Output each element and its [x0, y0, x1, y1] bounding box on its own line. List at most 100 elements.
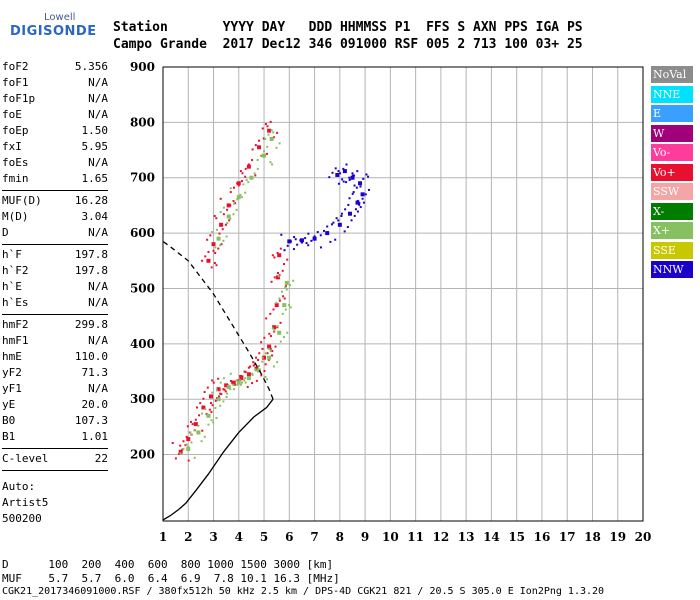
- echo-dot: [276, 131, 279, 134]
- echo-dot: [304, 237, 307, 240]
- data-point: [236, 195, 241, 200]
- param-label: foF1: [2, 76, 29, 89]
- data-point: [287, 239, 292, 244]
- data-point: [335, 172, 340, 177]
- digisonde-logo: Lowell DIGISONDE: [4, 4, 104, 44]
- echo-dot: [307, 232, 310, 235]
- echo-dot: [350, 219, 353, 222]
- echo-dot: [364, 193, 367, 196]
- param-value: 3.04: [81, 210, 109, 223]
- echo-dot: [323, 229, 326, 232]
- data-point: [201, 405, 206, 410]
- echo-dot: [239, 193, 242, 196]
- echo-dot: [251, 372, 254, 375]
- echo-dot: [236, 383, 239, 386]
- echo-dot: [217, 247, 220, 250]
- param-value: N/A: [88, 76, 108, 89]
- echo-dot: [353, 174, 356, 177]
- legend-item-vo: Vo+: [651, 163, 693, 181]
- echo-dot: [276, 252, 279, 255]
- echo-dot: [266, 352, 269, 355]
- echo-dot: [361, 197, 364, 200]
- echo-dot: [264, 363, 267, 366]
- param-value: 197.8: [74, 264, 108, 277]
- data-point: [236, 181, 241, 186]
- echo-dot: [254, 369, 257, 372]
- param-value: N/A: [88, 226, 108, 239]
- echo-dot: [242, 183, 245, 186]
- param-label: hmF2: [2, 318, 29, 331]
- param-label: fmin: [2, 172, 29, 185]
- echo-dot: [197, 424, 200, 427]
- echo-dot: [179, 452, 182, 455]
- y-tick-label: 700: [130, 171, 155, 185]
- x-tick-label: 13: [458, 530, 475, 544]
- echo-dot: [240, 374, 243, 377]
- param-hes: h`Es N/A: [2, 296, 108, 312]
- param-label: yF2: [2, 366, 22, 379]
- series-5: [162, 240, 274, 521]
- echo-dot: [331, 223, 334, 226]
- data-point: [246, 372, 251, 377]
- echo-dot: [236, 198, 239, 201]
- echo-dot: [280, 233, 283, 236]
- echo-dot: [233, 383, 236, 386]
- data-point: [206, 258, 211, 263]
- param-ye: yE 20.0: [2, 398, 108, 414]
- echo-dot: [251, 148, 254, 151]
- echo-dot: [300, 241, 303, 244]
- echo-dot: [250, 176, 253, 179]
- echo-dot: [213, 261, 216, 264]
- param-label: fxI: [2, 140, 22, 153]
- data-point: [246, 164, 251, 169]
- echo-dot: [184, 444, 187, 447]
- y-tick-label: 400: [130, 337, 155, 351]
- echo-dot: [210, 419, 213, 422]
- param-fof1p: foF1p N/A: [2, 92, 108, 108]
- echo-dot: [342, 167, 345, 170]
- echo-dot: [266, 145, 269, 148]
- echo-dot: [226, 222, 229, 225]
- echo-dot: [187, 459, 190, 462]
- data-point: [267, 128, 272, 133]
- echo-dot: [284, 308, 287, 311]
- echo-dot: [229, 191, 232, 194]
- data-point: [272, 325, 277, 330]
- echo-dot: [220, 243, 223, 246]
- echo-dot: [344, 208, 347, 211]
- echo-dot: [278, 297, 281, 300]
- echo-dot: [286, 331, 289, 334]
- echo-dot: [352, 191, 355, 194]
- echo-dot: [235, 379, 238, 382]
- echo-dot: [253, 363, 256, 366]
- echo-dot: [261, 360, 264, 363]
- data-point: [209, 394, 213, 399]
- echo-dot: [316, 231, 319, 234]
- echo-dot: [244, 191, 247, 194]
- footer-muf-row: MUF 5.7 5.7 6.0 6.4 6.9 7.8 10.1 16.3 [M…: [2, 572, 340, 585]
- echo-dot: [232, 200, 235, 203]
- echo-dot: [239, 379, 242, 382]
- x-tick-label: 1: [159, 530, 167, 544]
- echo-dot: [267, 358, 270, 361]
- echo-dot: [190, 420, 193, 423]
- echo-dot: [202, 397, 205, 400]
- echo-dot: [244, 381, 247, 384]
- echo-dot: [353, 214, 356, 217]
- echo-dot: [215, 264, 218, 267]
- echo-dot: [247, 163, 250, 166]
- echo-dot: [351, 192, 354, 195]
- data-point: [269, 136, 274, 141]
- electron-density-profile: [162, 398, 274, 521]
- echo-dot: [190, 441, 193, 444]
- param-label: C-level: [2, 452, 49, 465]
- data-point: [226, 214, 231, 219]
- echo-dot: [272, 131, 275, 134]
- echo-dot: [278, 299, 281, 302]
- echo-dot: [292, 248, 295, 251]
- echo-dot: [337, 219, 340, 222]
- param-value: 20.0: [81, 398, 109, 411]
- param-label: foF1p: [2, 92, 36, 105]
- echo-dot: [263, 150, 266, 153]
- echo-dot: [232, 381, 235, 384]
